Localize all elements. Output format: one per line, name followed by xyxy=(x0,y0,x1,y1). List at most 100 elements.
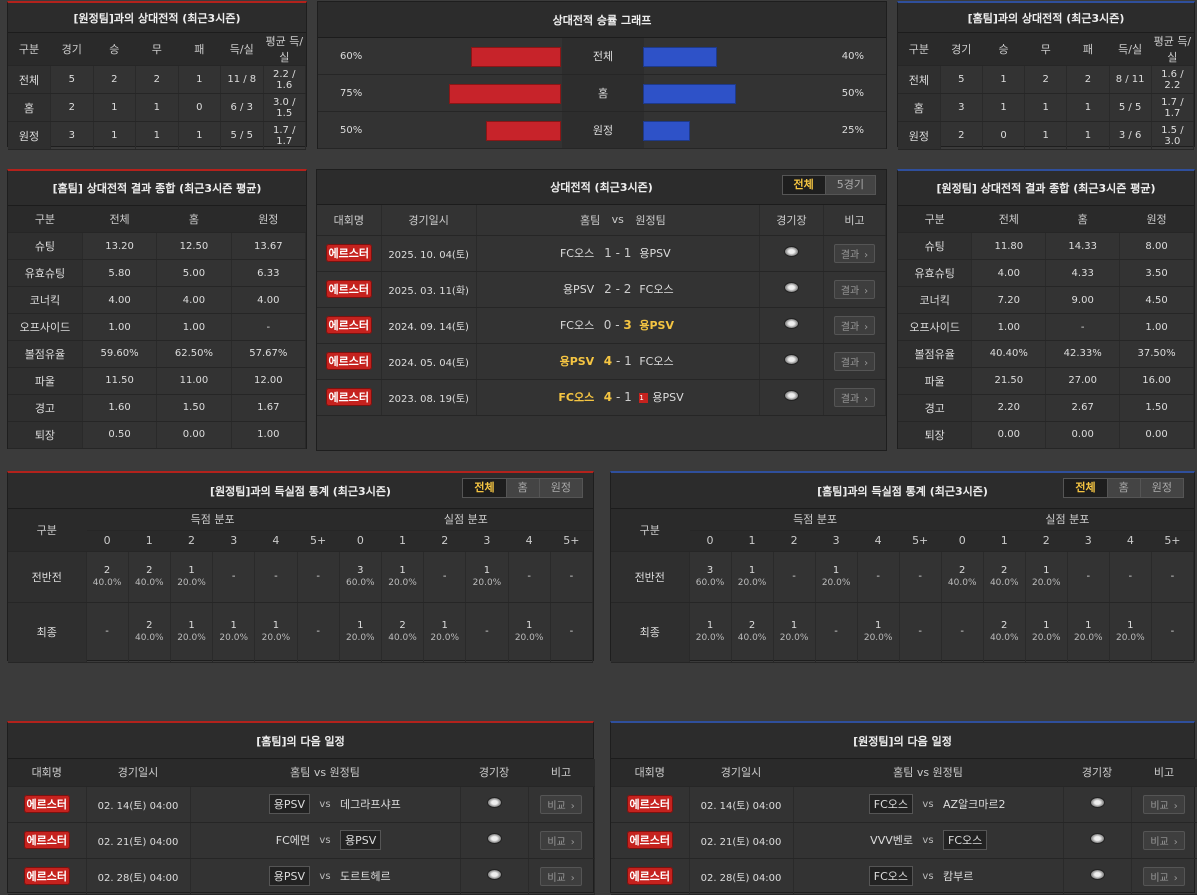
league-cell: 에르스터 xyxy=(611,786,690,823)
table-cell: 5.00 xyxy=(156,259,232,288)
count: 2 xyxy=(748,620,756,631)
table-row: 파울 21.50 27.00 16.00 xyxy=(898,367,1194,395)
result-button[interactable]: 결과 › xyxy=(833,243,876,263)
schedule-row: 에르스터 02. 21(토) 04:00 FC에먼 vs 용PSV 비교 › xyxy=(8,822,595,859)
tab-1[interactable]: 5경기 xyxy=(825,176,875,194)
tab-0[interactable]: 전체 xyxy=(463,479,507,497)
row-label: 오프사이드 xyxy=(898,313,973,341)
bucket-header: 3 xyxy=(1067,530,1110,552)
result-button[interactable]: 결과 › xyxy=(833,387,876,407)
score: 0 - 3 xyxy=(600,307,636,344)
compare-button[interactable]: 비교 › xyxy=(1143,794,1185,814)
percent: 20.0% xyxy=(863,633,893,643)
match-row: 에르스터 2024. 05. 04(토) 용PSV 4 - 1 FC오스 결과 › xyxy=(317,343,887,380)
chevron-right-icon: › xyxy=(864,321,869,333)
tab-0[interactable]: 전체 xyxy=(782,176,826,194)
home-score: 4 xyxy=(603,354,613,368)
match-row: 에르스터 2023. 08. 19(토) FC오스 4 - 1 1 용PSV 결과 › xyxy=(317,379,887,416)
table-cell: 1 xyxy=(1024,121,1068,150)
away-team: 도르트헤르 xyxy=(340,870,391,883)
left-bar xyxy=(486,121,561,141)
column-header: 홈 xyxy=(156,206,232,234)
table-cell: 3 xyxy=(50,121,94,150)
panel-title: [홈팀]의 다음 일정 xyxy=(8,723,593,759)
next-schedule-away-panel: [원정팀]의 다음 일정 대회명 경기일시 홈팀 vs 원정팀 경기장 비고 에르스터 02… xyxy=(610,721,1197,895)
table-row: 코너킥 7.20 9.00 4.50 xyxy=(898,286,1194,315)
result-button[interactable]: 결과 › xyxy=(833,279,876,299)
table-cell: 1 xyxy=(135,93,179,122)
left-bar xyxy=(448,84,561,104)
distribution-cell: 2 40.0% xyxy=(128,551,171,603)
home-team: FC오스 xyxy=(476,235,601,272)
compare-label: 비교 xyxy=(547,800,566,812)
home-team-cell: FC에먼 xyxy=(190,822,310,859)
compare-button[interactable]: 비교 › xyxy=(540,830,582,850)
stadium-icon xyxy=(1089,833,1105,844)
compare-button[interactable]: 비교 › xyxy=(1143,866,1185,886)
away-team: 1 용PSV xyxy=(635,379,760,416)
away-team-cell: 도르트헤르 xyxy=(340,858,461,895)
compare-label: 비교 xyxy=(1150,800,1169,812)
chevron-right-icon: › xyxy=(1173,836,1178,848)
result-button[interactable]: 결과 › xyxy=(833,315,876,335)
tab-1[interactable]: 홈 xyxy=(1107,479,1141,497)
compare-button[interactable]: 비교 › xyxy=(1143,830,1185,850)
count: 1 xyxy=(1043,620,1050,631)
table-cell: 2 xyxy=(50,93,94,122)
table-cell: 0 xyxy=(982,121,1026,150)
away-team-cell: AZ알크마르2 xyxy=(943,786,1064,823)
tab-2[interactable]: 원정 xyxy=(539,479,582,497)
column-header: 구분 xyxy=(8,206,83,234)
count: - xyxy=(274,570,278,582)
table-cell: 1 xyxy=(93,121,136,150)
away-score: 1 xyxy=(623,246,632,260)
table-cell: 6 / 3 xyxy=(220,93,264,122)
away-team-name: 용PSV xyxy=(639,319,674,332)
result-button[interactable]: 결과 › xyxy=(833,351,876,371)
distribution-cell: 1 20.0% xyxy=(1109,602,1152,663)
tab-2[interactable]: 원정 xyxy=(1140,479,1183,497)
table-row: 유효슈팅 4.00 4.33 3.50 xyxy=(898,259,1194,288)
table-cell: 4.00 xyxy=(82,286,158,315)
league-badge: 에르스터 xyxy=(325,352,373,370)
row-label: 홈 xyxy=(8,93,51,122)
percent: 20.0% xyxy=(1074,633,1103,643)
row-label: 코너킥 xyxy=(8,286,83,315)
home-score: 2 xyxy=(604,282,612,296)
graph-row: 50% 원정 25% xyxy=(318,112,886,149)
distribution-cell: - xyxy=(857,551,900,603)
table-cell: - xyxy=(231,313,307,341)
percent: 20.0% xyxy=(1031,633,1061,643)
match-row: 에르스터 2024. 09. 14(토) FC오스 0 - 3 용PSV 결과 › xyxy=(317,307,887,344)
row-label: 전체 xyxy=(8,65,51,94)
panel-title: [홈팀] 상대전적 결과 종합 (최근3시즌 평균) xyxy=(8,171,306,206)
column-header: 무 xyxy=(1024,33,1068,66)
tab-1[interactable]: 홈 xyxy=(506,479,540,497)
distribution-cell: 2 40.0% xyxy=(128,602,171,663)
summary-away-table: 구분 전체 홈 원정 슈팅 11.80 14.33 8.00 유효슈팅 4.00 4.33 3.50 코… xyxy=(898,206,1194,449)
percent: 20.0% xyxy=(737,577,767,588)
compare-button[interactable]: 비교 › xyxy=(540,794,582,814)
percent: 20.0% xyxy=(177,633,206,643)
vs-label: vs xyxy=(913,822,943,859)
percent: 40.0% xyxy=(989,633,1019,643)
compare-button[interactable]: 비교 › xyxy=(540,866,582,886)
result-label: 결과 xyxy=(840,249,860,261)
home-team: VVV벤로 xyxy=(870,834,913,847)
tab-0[interactable]: 전체 xyxy=(1064,479,1108,497)
graph-row-label: 전체 xyxy=(562,38,644,74)
table-cell: 0.00 xyxy=(1045,421,1121,449)
table-cell: 2 xyxy=(940,121,983,150)
column-header: 구분 xyxy=(898,206,973,234)
h2h-matches-panel: 상대전적 (최근3시즌) 전체 5경기 대회명 경기일시 홈팀 vs 원정팀 경기장 비고 에르… xyxy=(316,169,887,451)
table-cell: 3.50 xyxy=(1119,259,1194,288)
percent: 20.0% xyxy=(821,577,851,588)
percent: 40.0% xyxy=(947,577,977,588)
header-row: 구분 전체 홈 원정 xyxy=(8,206,307,234)
distribution-cell: - xyxy=(550,551,594,603)
row-label: 전반전 xyxy=(8,551,87,603)
column-header: 승 xyxy=(93,33,136,66)
result-cell: 결과 › xyxy=(823,379,887,416)
